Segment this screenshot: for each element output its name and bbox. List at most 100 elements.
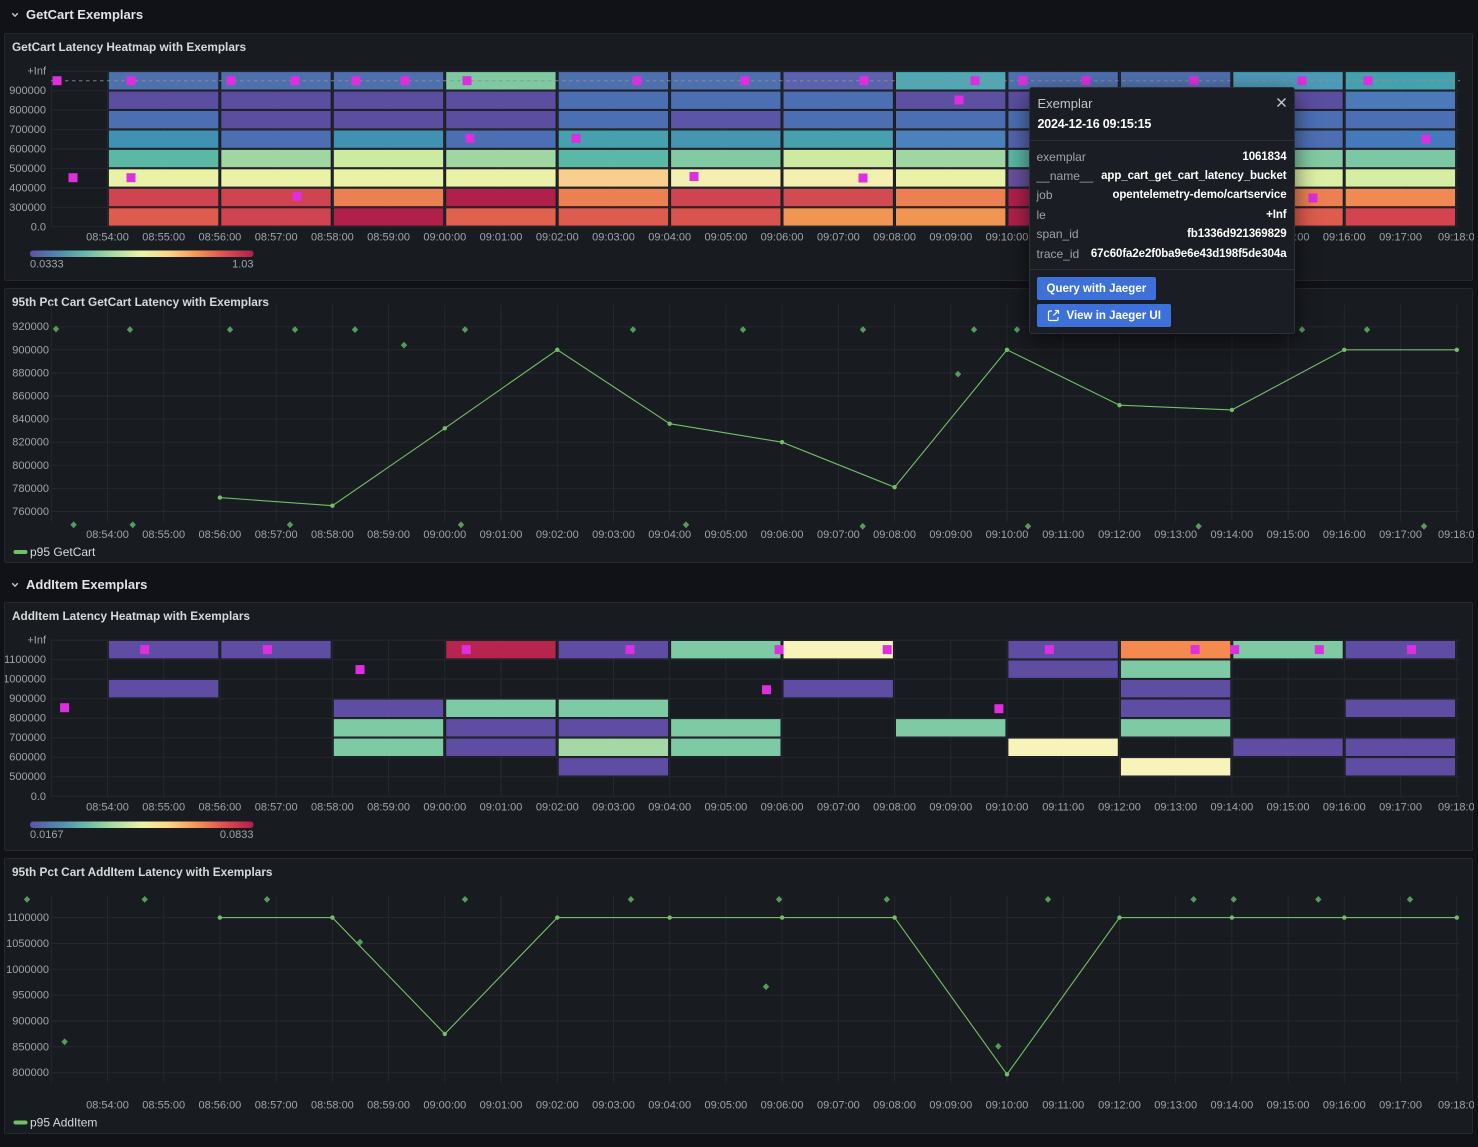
- svg-text:09:00:00: 09:00:00: [423, 529, 466, 541]
- svg-text:900000: 900000: [9, 85, 46, 97]
- svg-text:09:16:00: 09:16:00: [1323, 1100, 1366, 1112]
- svg-text:840000: 840000: [12, 414, 49, 426]
- svg-text:08:59:00: 08:59:00: [367, 802, 410, 814]
- svg-text:09:12:00: 09:12:00: [1098, 802, 1141, 814]
- svg-text:0.0333: 0.0333: [30, 259, 64, 271]
- svg-text:800000: 800000: [9, 105, 46, 117]
- svg-text:09:06:00: 09:06:00: [761, 802, 804, 814]
- svg-text:09:14:00: 09:14:00: [1210, 802, 1253, 814]
- svg-text:09:05:00: 09:05:00: [704, 232, 747, 244]
- svg-text:08:59:00: 08:59:00: [367, 232, 410, 244]
- svg-text:08:55:00: 08:55:00: [142, 232, 185, 244]
- svg-text:600000: 600000: [9, 144, 46, 156]
- svg-text:09:05:00: 09:05:00: [704, 1100, 747, 1112]
- svg-text:09:18:0: 09:18:0: [1438, 802, 1474, 814]
- svg-text:0.0833: 0.0833: [220, 829, 254, 841]
- svg-text:900000: 900000: [9, 693, 46, 705]
- svg-text:800000: 800000: [12, 1067, 49, 1079]
- svg-text:+Inf: +Inf: [27, 66, 47, 78]
- svg-text:09:02:00: 09:02:00: [536, 802, 579, 814]
- svg-text:08:54:00: 08:54:00: [86, 232, 129, 244]
- svg-text:09:15:00: 09:15:00: [1267, 1100, 1310, 1112]
- svg-text:09:01:00: 09:01:00: [480, 232, 523, 244]
- svg-text:09:10:00: 09:10:00: [986, 1100, 1029, 1112]
- svg-text:09:02:00: 09:02:00: [536, 529, 579, 541]
- svg-text:820000: 820000: [12, 437, 49, 449]
- svg-text:08:57:00: 08:57:00: [255, 529, 298, 541]
- svg-text:09:11:00: 09:11:00: [1042, 1100, 1084, 1112]
- svg-text:09:09:00: 09:09:00: [929, 529, 972, 541]
- svg-text:400000: 400000: [9, 182, 46, 194]
- svg-text:08:59:00: 08:59:00: [367, 529, 410, 541]
- svg-text:09:10:00: 09:10:00: [986, 232, 1029, 244]
- svg-text:09:07:00: 09:07:00: [817, 802, 860, 814]
- svg-text:08:55:00: 08:55:00: [142, 529, 185, 541]
- svg-text:09:04:00: 09:04:00: [648, 232, 691, 244]
- svg-text:09:00:00: 09:00:00: [423, 1100, 466, 1112]
- svg-text:09:04:00: 09:04:00: [648, 1100, 691, 1112]
- svg-text:08:56:00: 08:56:00: [198, 529, 241, 541]
- svg-text:08:56:00: 08:56:00: [198, 232, 241, 244]
- svg-text:0.0: 0.0: [31, 791, 46, 803]
- svg-text:09:16:00: 09:16:00: [1323, 529, 1366, 541]
- svg-text:09:18:0: 09:18:0: [1438, 232, 1474, 244]
- svg-text:09:18:0: 09:18:0: [1438, 1100, 1474, 1112]
- svg-text:09:12:00: 09:12:00: [1098, 1100, 1141, 1112]
- svg-text:09:04:00: 09:04:00: [648, 802, 691, 814]
- svg-text:800000: 800000: [12, 460, 49, 472]
- svg-text:09:09:00: 09:09:00: [929, 802, 972, 814]
- svg-text:09:17:00: 09:17:00: [1379, 1100, 1422, 1112]
- svg-text:09:01:00: 09:01:00: [480, 529, 523, 541]
- svg-text:1000000: 1000000: [5, 674, 46, 686]
- svg-text:08:57:00: 08:57:00: [255, 232, 298, 244]
- svg-text:08:56:00: 08:56:00: [198, 1100, 241, 1112]
- svg-text:860000: 860000: [12, 391, 49, 403]
- svg-text:09:12:00: 09:12:00: [1098, 529, 1141, 541]
- svg-text:09:18:0: 09:18:0: [1438, 529, 1474, 541]
- svg-text:09:10:00: 09:10:00: [986, 529, 1029, 541]
- svg-text:09:02:00: 09:02:00: [536, 232, 579, 244]
- svg-text:09:06:00: 09:06:00: [761, 529, 804, 541]
- svg-text:+Inf: +Inf: [27, 635, 47, 647]
- svg-text:1.03: 1.03: [232, 259, 253, 271]
- svg-text:08:54:00: 08:54:00: [86, 802, 129, 814]
- svg-text:08:59:00: 08:59:00: [367, 1100, 410, 1112]
- svg-text:09:17:00: 09:17:00: [1379, 529, 1422, 541]
- svg-text:500000: 500000: [9, 771, 46, 783]
- svg-text:09:01:00: 09:01:00: [480, 802, 523, 814]
- svg-text:900000: 900000: [12, 1016, 49, 1028]
- svg-text:08:58:00: 08:58:00: [311, 1100, 354, 1112]
- svg-text:1050000: 1050000: [6, 938, 49, 950]
- svg-text:08:55:00: 08:55:00: [142, 1100, 185, 1112]
- svg-text:09:11:00: 09:11:00: [1042, 529, 1084, 541]
- svg-text:09:08:00: 09:08:00: [873, 1100, 916, 1112]
- svg-text:09:16:00: 09:16:00: [1323, 802, 1366, 814]
- svg-text:09:07:00: 09:07:00: [817, 529, 860, 541]
- svg-text:0.0: 0.0: [31, 221, 46, 233]
- svg-text:09:07:00: 09:07:00: [817, 1100, 860, 1112]
- svg-text:09:00:00: 09:00:00: [423, 802, 466, 814]
- svg-text:600000: 600000: [9, 752, 46, 764]
- svg-text:09:11:00: 09:11:00: [1042, 802, 1084, 814]
- svg-text:09:08:00: 09:08:00: [873, 232, 916, 244]
- svg-text:09:00:00: 09:00:00: [423, 232, 466, 244]
- svg-text:09:14:00: 09:14:00: [1210, 529, 1253, 541]
- svg-text:920000: 920000: [12, 321, 49, 333]
- svg-text:08:56:00: 08:56:00: [198, 802, 241, 814]
- svg-text:500000: 500000: [9, 163, 46, 175]
- svg-text:09:09:00: 09:09:00: [929, 1100, 972, 1112]
- svg-text:0.0167: 0.0167: [30, 829, 64, 841]
- svg-text:09:05:00: 09:05:00: [704, 802, 747, 814]
- svg-text:09:08:00: 09:08:00: [873, 529, 916, 541]
- svg-text:08:58:00: 08:58:00: [311, 802, 354, 814]
- svg-text:09:17:00: 09:17:00: [1379, 802, 1422, 814]
- svg-text:09:02:00: 09:02:00: [536, 1100, 579, 1112]
- svg-text:09:03:00: 09:03:00: [592, 232, 635, 244]
- svg-text:760000: 760000: [12, 506, 49, 518]
- svg-text:09:15:00: 09:15:00: [1267, 802, 1310, 814]
- svg-text:800000: 800000: [9, 713, 46, 725]
- svg-text:08:54:00: 08:54:00: [86, 529, 129, 541]
- svg-text:08:58:00: 08:58:00: [311, 529, 354, 541]
- svg-text:880000: 880000: [12, 367, 49, 379]
- svg-text:09:13:00: 09:13:00: [1154, 802, 1197, 814]
